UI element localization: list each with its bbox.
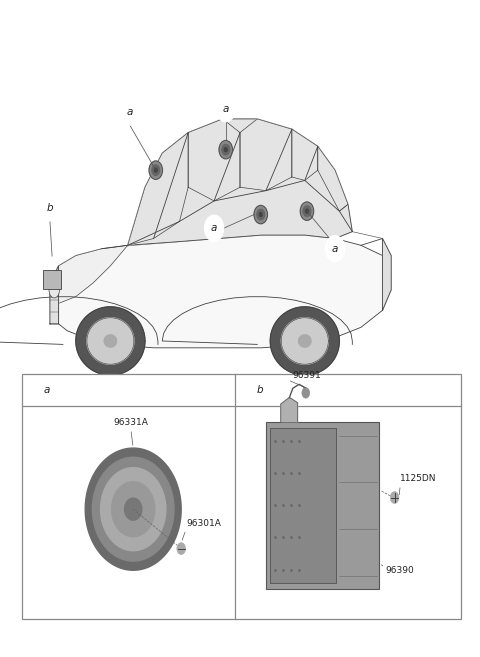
Text: 96331A: 96331A	[113, 418, 148, 427]
Polygon shape	[281, 318, 328, 364]
Circle shape	[216, 95, 235, 122]
Circle shape	[224, 148, 227, 152]
Circle shape	[254, 206, 267, 224]
Text: a: a	[127, 107, 133, 117]
Circle shape	[222, 145, 229, 155]
Polygon shape	[50, 245, 128, 324]
Polygon shape	[104, 335, 117, 347]
Circle shape	[257, 210, 264, 220]
Polygon shape	[299, 335, 311, 347]
Text: a: a	[332, 244, 338, 254]
Circle shape	[302, 388, 310, 398]
Text: a: a	[43, 385, 50, 396]
Text: b: b	[47, 203, 53, 213]
Circle shape	[306, 209, 309, 213]
Polygon shape	[112, 482, 155, 537]
Polygon shape	[76, 307, 145, 375]
Polygon shape	[85, 448, 181, 570]
Polygon shape	[292, 129, 318, 181]
Text: a: a	[211, 223, 217, 233]
Polygon shape	[128, 133, 188, 245]
FancyBboxPatch shape	[266, 422, 379, 589]
Circle shape	[204, 215, 224, 241]
Polygon shape	[240, 119, 292, 191]
Polygon shape	[50, 266, 59, 324]
Circle shape	[300, 202, 314, 220]
Polygon shape	[270, 307, 339, 375]
Polygon shape	[101, 468, 166, 551]
Polygon shape	[383, 238, 391, 310]
Circle shape	[219, 141, 232, 159]
FancyBboxPatch shape	[44, 269, 60, 289]
Polygon shape	[188, 119, 240, 201]
Circle shape	[303, 206, 311, 216]
Text: 1125DN: 1125DN	[400, 474, 437, 483]
Circle shape	[325, 236, 345, 262]
Text: b: b	[257, 385, 264, 396]
FancyBboxPatch shape	[22, 374, 461, 619]
Circle shape	[390, 491, 399, 503]
Text: 96390: 96390	[385, 566, 414, 576]
Circle shape	[152, 165, 159, 175]
Polygon shape	[93, 457, 174, 561]
Circle shape	[149, 161, 162, 179]
Circle shape	[38, 378, 55, 402]
Text: 96301A: 96301A	[186, 518, 221, 528]
Circle shape	[120, 99, 139, 125]
Circle shape	[259, 213, 262, 217]
Circle shape	[252, 378, 269, 402]
Text: 96391: 96391	[293, 371, 322, 380]
FancyBboxPatch shape	[270, 428, 336, 583]
Polygon shape	[125, 498, 142, 520]
Polygon shape	[50, 235, 391, 348]
Polygon shape	[128, 119, 352, 245]
Circle shape	[40, 194, 60, 221]
Ellipse shape	[49, 281, 60, 298]
Polygon shape	[318, 147, 348, 211]
Circle shape	[177, 543, 185, 555]
Circle shape	[155, 168, 157, 172]
Polygon shape	[87, 318, 134, 364]
Text: a: a	[223, 104, 229, 114]
Polygon shape	[281, 397, 298, 422]
